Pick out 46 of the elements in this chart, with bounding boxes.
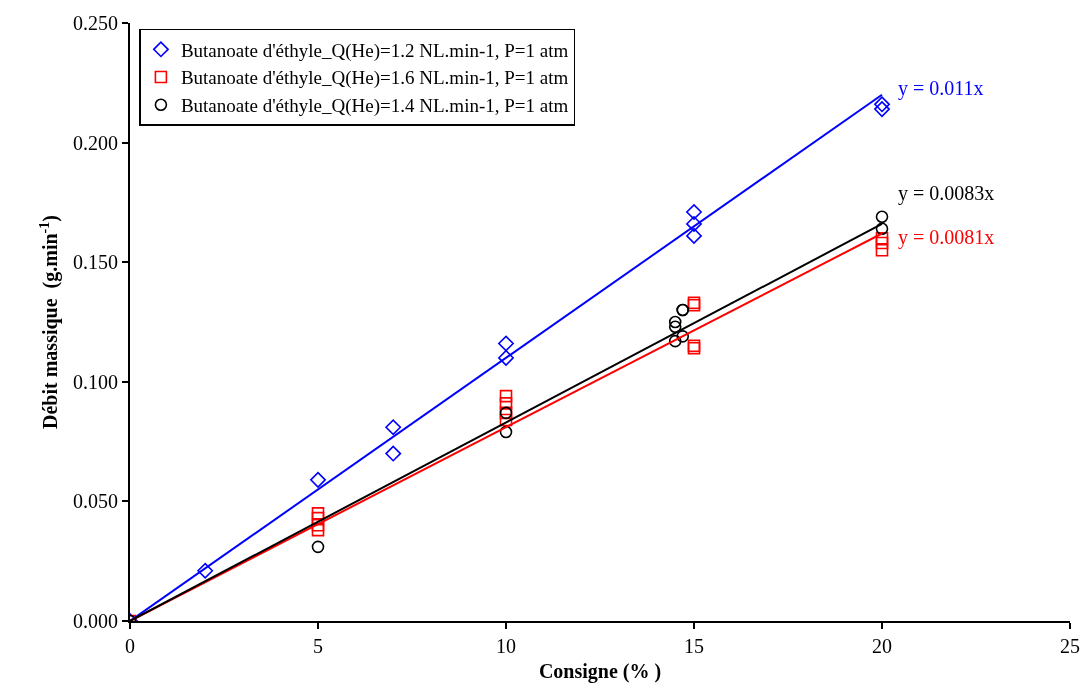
y-tick-label: 0.000 [73,610,118,632]
x-tick-label: 10 [496,635,516,657]
point [311,540,325,554]
x-tick-label: 5 [313,635,323,657]
y-tick-label: 0.100 [73,370,118,393]
point [499,425,513,439]
point [499,389,513,403]
legend-label: Butanoate d'éthyle_Q(He)=1.2 NL.min-1, P=1 atm [180,39,569,62]
series-label: y = 0.0081x [898,226,995,249]
point [875,236,889,250]
point [874,101,890,118]
x-tick-label: 15 [684,635,704,657]
point [499,413,513,427]
series-label: y = 0.0083x [898,182,995,205]
point [310,471,326,488]
y-tick-label: 0.050 [73,490,118,513]
point [311,507,325,520]
point [385,445,402,462]
point [676,330,690,343]
point [498,335,514,352]
point [875,222,889,236]
point [686,227,702,244]
point [686,215,702,232]
legend-label: Butanoate d'éthyle_Q(He)=1.4 NL.min-1, P=1 atm [180,95,569,118]
series-label: y = 0.011x [898,77,984,100]
point [499,397,513,410]
point [686,204,702,220]
point [498,349,514,366]
x-tick-label: 25 [1060,635,1080,657]
point [311,519,325,532]
point [668,320,682,334]
y-tick-label: 0.200 [73,131,118,154]
x-tick-label: 20 [872,635,892,657]
x-tick-label: 0 [125,635,135,657]
point [668,315,682,329]
point [385,419,402,436]
point [197,562,214,579]
y-tick-label: 0.250 [73,12,118,34]
point [668,334,682,348]
y-tick-label: 0.150 [73,251,118,274]
point [875,243,889,257]
point [875,231,889,245]
point [874,96,890,113]
x-axis-title: Consigne (% ) [538,660,662,683]
legend-label: Butanoate d'éthyle_Q(He)=1.6 NL.min-1, P=1 atm [180,67,569,90]
point [875,210,889,224]
